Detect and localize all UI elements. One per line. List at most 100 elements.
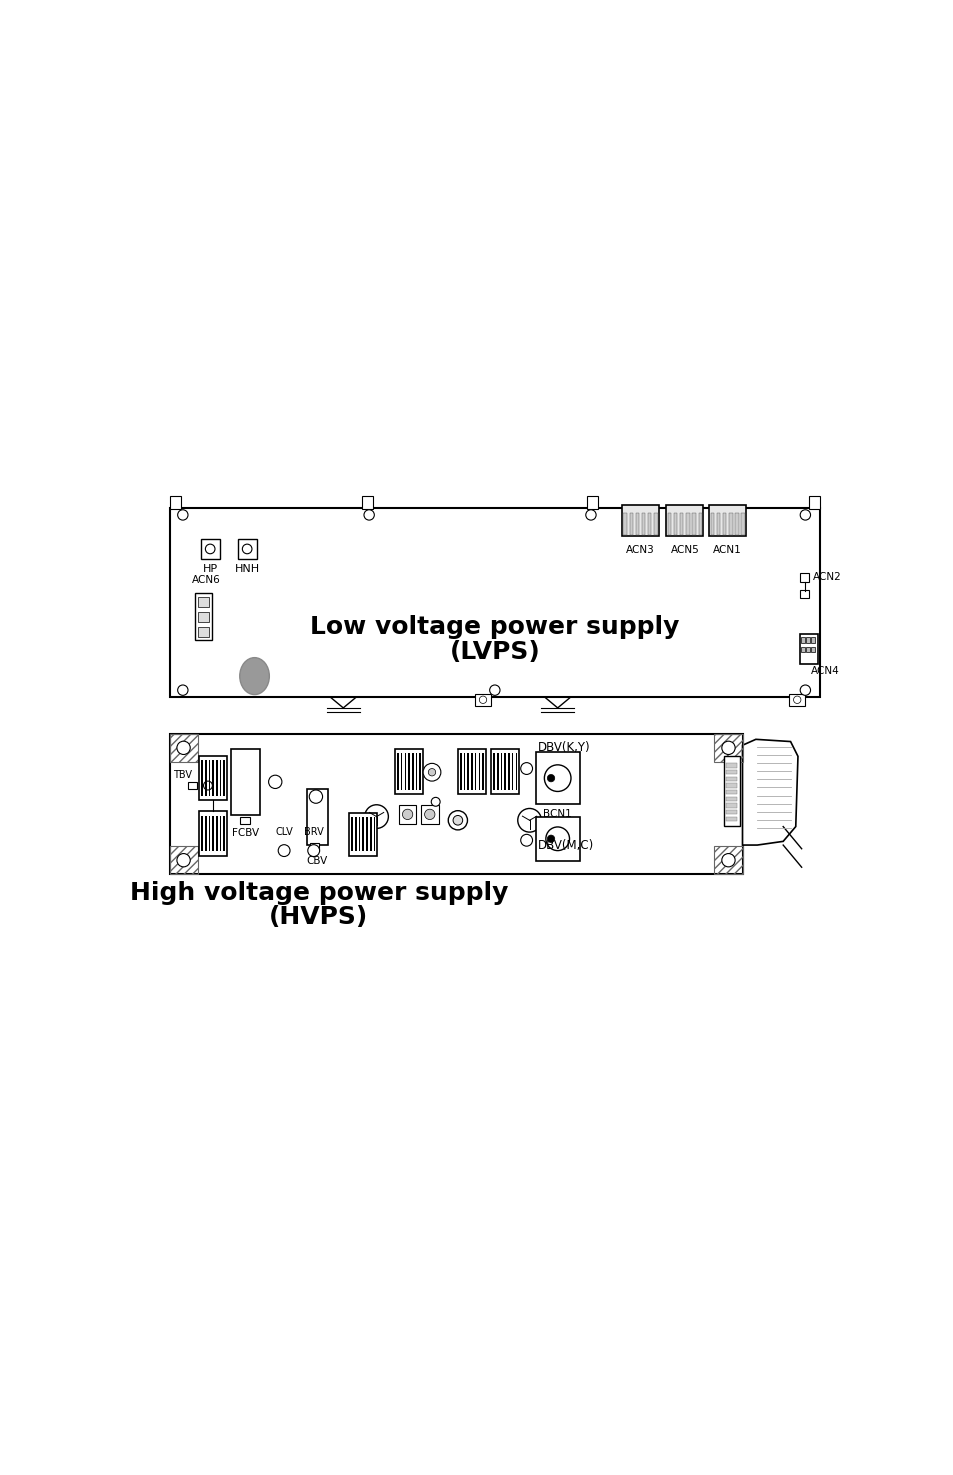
Bar [587, 496, 598, 509]
Bar [361, 496, 373, 509]
Bar [801, 637, 803, 643]
Bar [685, 513, 689, 534]
Bar [635, 513, 639, 534]
Bar [724, 777, 737, 782]
Bar [810, 637, 814, 643]
Bar [199, 757, 227, 801]
Circle shape [309, 791, 322, 804]
Bar [215, 816, 217, 851]
Bar [197, 612, 210, 622]
Bar [209, 761, 210, 796]
Bar [307, 789, 328, 845]
Circle shape [489, 684, 499, 695]
Bar [535, 817, 579, 861]
Circle shape [520, 835, 532, 847]
Text: High voltage power supply: High voltage power supply [130, 882, 508, 906]
Bar [201, 816, 203, 851]
Bar [478, 754, 479, 789]
Bar [724, 770, 737, 774]
Bar [665, 504, 702, 537]
Circle shape [203, 782, 213, 791]
Circle shape [721, 854, 735, 867]
Bar [223, 816, 225, 851]
Bar [237, 540, 256, 559]
Bar [667, 513, 671, 534]
Circle shape [517, 808, 541, 832]
Bar [692, 513, 695, 534]
Circle shape [177, 510, 188, 521]
Text: ACN5: ACN5 [670, 546, 699, 555]
Circle shape [431, 798, 439, 807]
Bar [810, 646, 814, 652]
Bar [724, 783, 737, 788]
Text: ACN6: ACN6 [192, 575, 220, 586]
Bar [215, 761, 217, 796]
Bar [201, 761, 203, 796]
Bar [735, 513, 738, 534]
Bar [808, 496, 820, 509]
Bar [724, 764, 737, 768]
Bar [200, 540, 219, 559]
Circle shape [242, 544, 252, 553]
Bar [471, 754, 473, 789]
Bar [370, 817, 371, 851]
Bar [475, 754, 476, 789]
Circle shape [800, 510, 810, 521]
Bar [358, 817, 360, 851]
Bar [500, 754, 502, 789]
Circle shape [545, 827, 569, 851]
Bar [355, 817, 356, 851]
Bar [205, 761, 207, 796]
Circle shape [585, 510, 596, 521]
Bar [420, 805, 438, 825]
Bar [740, 513, 744, 534]
Bar [801, 646, 803, 652]
Bar [493, 754, 495, 789]
Bar [714, 733, 741, 763]
Circle shape [424, 810, 435, 820]
Circle shape [453, 816, 462, 825]
Text: (HVPS): (HVPS) [269, 906, 368, 929]
Bar [621, 504, 659, 537]
Bar [197, 597, 210, 608]
Text: ACN1: ACN1 [713, 546, 741, 555]
Bar [199, 811, 227, 856]
Text: TBV: TBV [173, 770, 192, 780]
Text: ACN2: ACN2 [812, 572, 841, 581]
Bar [467, 754, 469, 789]
Bar [788, 693, 804, 705]
Text: DBV(K,Y): DBV(K,Y) [537, 742, 590, 755]
Bar [504, 754, 505, 789]
Text: Low voltage power supply: Low voltage power supply [310, 615, 679, 639]
Bar [170, 496, 180, 509]
Circle shape [428, 768, 436, 776]
Bar [188, 782, 196, 789]
Bar [647, 513, 651, 534]
Circle shape [364, 510, 374, 521]
Bar [629, 513, 632, 534]
Bar [508, 754, 509, 789]
Bar [170, 733, 741, 875]
Circle shape [177, 684, 188, 695]
Text: CLV: CLV [275, 827, 293, 838]
Polygon shape [741, 739, 797, 845]
Circle shape [721, 740, 735, 755]
Text: (LVPS): (LVPS) [449, 640, 539, 664]
Circle shape [800, 684, 810, 695]
Bar [679, 513, 682, 534]
Bar [349, 813, 376, 855]
Circle shape [364, 805, 388, 829]
Bar [722, 513, 725, 534]
Bar [404, 754, 406, 789]
Bar [412, 754, 414, 789]
Bar [351, 817, 353, 851]
Bar [622, 513, 626, 534]
Circle shape [423, 764, 440, 782]
Bar [205, 816, 207, 851]
Bar [231, 749, 260, 816]
Bar [219, 761, 221, 796]
Bar [481, 754, 483, 789]
Bar [805, 646, 809, 652]
Bar [708, 504, 745, 537]
Bar [800, 574, 808, 583]
